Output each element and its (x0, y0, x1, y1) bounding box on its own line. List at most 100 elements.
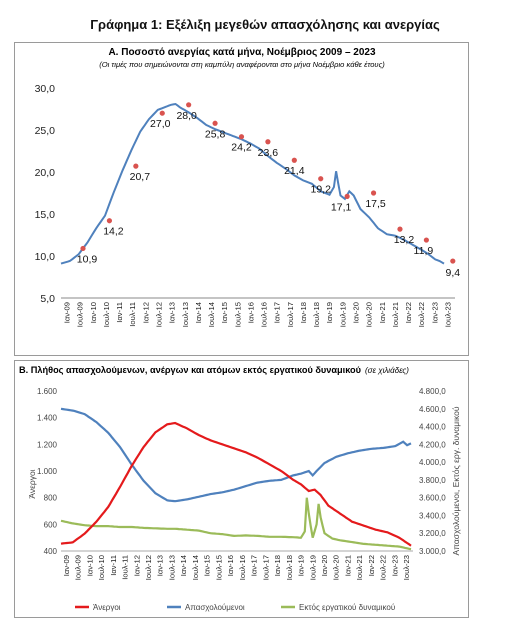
chart-b-left-axis-label: Άνεργοι (27, 469, 37, 498)
chart-b-x-tick-label: Ιαν-21 (343, 555, 352, 576)
chart-a-x-tick-label: Ιαν-22 (404, 302, 413, 323)
chart-a-point-marker (212, 120, 218, 126)
chart-b-x-tick-label: Ιουλ-12 (144, 555, 153, 580)
chart-a-x-tick-label: Ιαν-21 (378, 302, 387, 323)
chart-a-data-label: 25,8 (205, 128, 226, 140)
chart-b-y2-tick-label: 4.400,0 (419, 423, 446, 432)
chart-b-y-tick-label: 600 (44, 520, 58, 529)
chart-a-data-label: 11,9 (414, 245, 434, 257)
chart-a-x-tick-label: Ιαν-09 (63, 302, 72, 323)
chart-a-x-tick-label: Ιουλ-18 (312, 302, 321, 327)
chart-b-right-axis-label: Απασχολούμενοι, Εκτός εργ. δυναμικού (451, 406, 461, 555)
chart-a-x-tick-label: Ιουλ-19 (338, 302, 347, 327)
chart-b-x-tick-label: Ιαν-11 (109, 555, 118, 576)
chart-a-x-tick-label: Ιαν-19 (325, 302, 334, 323)
chart-a-y-tick-label: 10,0 (35, 251, 56, 263)
chart-a-data-label: 27,0 (150, 118, 171, 130)
chart-a-data-label: 17,1 (331, 201, 352, 213)
chart-a-data-label: 24,2 (231, 142, 252, 154)
chart-a-y-tick-label: 20,0 (35, 167, 56, 179)
chart-b-x-tick-label: Ιαν-17 (250, 555, 259, 576)
labour-counts-chart: Β. Πλήθος απασχολούμενων, ανέργων και ατ… (19, 365, 461, 612)
chart-a-x-tick-label: Ιαν-17 (273, 302, 282, 323)
chart-b-x-tick-label: Ιαν-15 (203, 555, 212, 576)
chart-a-x-tick-label: Ιουλ-17 (286, 302, 295, 327)
chart-b-y2-tick-label: 3.200,0 (419, 529, 446, 538)
chart-b-y-tick-label: 800 (44, 494, 58, 503)
chart-a-point-marker (186, 102, 192, 108)
chart-b-y-tick-label: 1.400 (37, 414, 58, 423)
chart-a-x-tick-label: Ιαν-15 (220, 302, 229, 323)
chart-a-x-tick-label: Ιουλ-11 (128, 302, 137, 327)
chart-b-x-tick-label: Ιουλ-13 (167, 555, 176, 580)
chart-b-x-tick-label: Ιουλ-19 (308, 555, 317, 580)
chart-b-x-tick-label: Ιουλ-23 (402, 555, 411, 580)
chart-a-subtitle: (Οι τιμές που σημειώνονται στη καμπύλη α… (99, 60, 385, 69)
chart-b-x-tick-label: Ιουλ-21 (355, 555, 364, 580)
chart-a-data-label: 14,2 (103, 226, 124, 238)
chart-b-y2-tick-label: 4.800,0 (419, 387, 446, 396)
legend-label-unemployed: Άνεργοι (93, 603, 121, 612)
chart-b-series-line (60, 421, 412, 547)
chart-a-y-tick-label: 15,0 (35, 209, 56, 221)
chart-b-x-tick-label: Ιουλ-17 (261, 555, 270, 580)
chart-a-x-tick-label: Ιαν-16 (246, 302, 255, 323)
chart-b-y2-tick-label: 4.600,0 (419, 405, 446, 414)
chart-a-y-tick-label: 5,0 (40, 293, 55, 305)
chart-a-point-marker (159, 110, 165, 116)
chart-b-series-line (60, 407, 412, 503)
chart-a-point-marker (238, 134, 245, 140)
chart-b-x-tick-label: Ιαν-13 (156, 555, 165, 576)
figure-title: Γράφημα 1: Εξέλιξη μεγεθών απασχόλησης κ… (90, 17, 440, 32)
chart-a-x-tick-label: Ιουλ-15 (233, 302, 242, 327)
chart-b-x-tick-label: Ιουλ-18 (285, 555, 294, 580)
chart-b-x-tick-label: Ιουλ-09 (74, 555, 83, 580)
chart-a-x-tick-label: Ιουλ-13 (181, 302, 190, 327)
chart-b-x-tick-label: Ιουλ-10 (97, 555, 106, 580)
chart-b-x-tick-label: Ιαν-14 (179, 555, 188, 576)
chart-a-x-tick-label: Ιουλ-10 (102, 302, 111, 327)
chart-b-y2-tick-label: 4.200,0 (419, 440, 446, 449)
chart-b-y2-tick-label: 3.000,0 (419, 547, 446, 556)
chart-b-x-tick-label: Ιουλ-11 (121, 555, 130, 580)
chart-b-plot: 400 600 800 1.000 1.200 1.400 1.600 3.000,0 3.20… (37, 387, 446, 580)
chart-a-x-tick-label: Ιουλ-09 (76, 302, 85, 327)
chart-a-x-tick-label: Ιαν-18 (299, 302, 308, 323)
chart-a-series-line (60, 102, 445, 265)
chart-b-y2-tick-label: 3.600,0 (419, 494, 446, 503)
chart-b-legend: Άνεργοι Απασχολούμενοι Εκτός εργατικού δ… (75, 603, 395, 612)
chart-a-x-tick-label: Ιουλ-12 (155, 302, 164, 327)
chart-b-y2-tick-label: 3.400,0 (419, 511, 446, 520)
chart-b-y-tick-label: 1.000 (37, 467, 58, 476)
chart-a-point-marker (370, 190, 377, 196)
chart-a-point-marker (291, 157, 297, 163)
chart-a-data-label: 21,4 (284, 165, 305, 177)
chart-b-x-tick-label: Ιαν-18 (273, 555, 282, 576)
chart-a-point-marker (450, 258, 456, 264)
chart-b-x-tick-label: Ιαν-23 (390, 555, 399, 576)
chart-a-x-tick-label: Ιουλ-20 (365, 302, 374, 327)
chart-a-x-tick-label: Ιαν-11 (115, 302, 124, 323)
chart-b-x-tick-label: Ιαν-12 (132, 555, 141, 576)
chart-a-x-tick-label: Ιαν-20 (352, 302, 361, 323)
chart-a-point-marker (423, 237, 429, 243)
chart-a-data-label: 23,6 (258, 147, 279, 159)
unemployment-rate-panel: Α. Ποσοστό ανεργίας κατά μήνα, Νοέμβριος… (14, 42, 469, 356)
chart-b-y2-tick-label: 4.000,0 (419, 458, 446, 467)
chart-a-point-marker (106, 218, 113, 224)
chart-b-x-tick-label: Ιουλ-14 (191, 555, 200, 580)
labour-counts-panel: Β. Πλήθος απασχολούμενων, ανέργων και ατ… (14, 360, 469, 618)
chart-a-x-tick-label: Ιαν-12 (141, 302, 150, 323)
chart-a-x-tick-label: Ιουλ-16 (260, 302, 269, 327)
chart-b-y2-tick-label: 3.800,0 (419, 476, 446, 485)
legend-label-employed: Απασχολούμενοι (185, 603, 245, 612)
chart-a-data-label: 9,4 (445, 267, 460, 279)
chart-a-point-marker (265, 139, 271, 145)
chart-a-point-marker (133, 163, 139, 169)
chart-b-x-tick-label: Ιαν-09 (62, 555, 71, 576)
chart-a-x-tick-label: Ιουλ-23 (443, 302, 452, 327)
chart-b-x-tick-label: Ιαν-19 (297, 555, 306, 576)
chart-a-plot: 5,0 10,0 15,0 20,0 25,0 30,0 10,9 14,2 20,7 27,0 2… (35, 83, 461, 327)
chart-a-data-label: 17,5 (365, 198, 386, 210)
